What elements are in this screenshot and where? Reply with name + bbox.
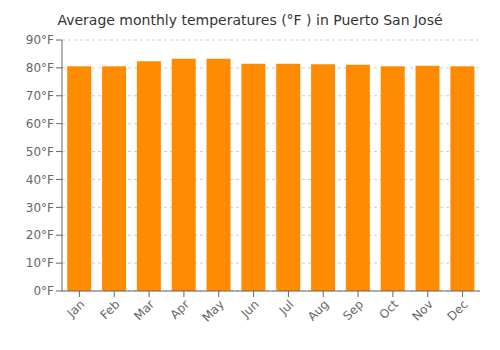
svg-text:20°F: 20°F	[26, 228, 54, 242]
svg-text:0°F: 0°F	[33, 284, 54, 298]
svg-text:50°F: 50°F	[26, 145, 54, 159]
svg-text:80°F: 80°F	[26, 61, 54, 75]
svg-text:Apr: Apr	[167, 297, 192, 322]
svg-text:Dec: Dec	[444, 297, 470, 323]
svg-text:Jan: Jan	[64, 297, 88, 321]
svg-text:90°F: 90°F	[26, 33, 54, 47]
html-text:Average monthly temperatures (: Average monthly temperatures (°F ) in Pu…	[57, 12, 443, 28]
svg-text:Nov: Nov	[409, 297, 435, 323]
svg-text:Jul: Jul	[276, 297, 297, 318]
svg-text:Jun: Jun	[238, 297, 262, 321]
svg-text:May: May	[199, 297, 226, 324]
svg-text:Sep: Sep	[340, 297, 366, 323]
svg-text:60°F: 60°F	[26, 117, 54, 131]
svg-text:Feb: Feb	[97, 297, 122, 322]
svg-text:40°F: 40°F	[26, 173, 54, 187]
svg-text:Oct: Oct	[376, 297, 401, 322]
svg-text:Aug: Aug	[305, 297, 331, 323]
svg-text:30°F: 30°F	[26, 201, 54, 215]
svg-text:70°F: 70°F	[26, 89, 54, 103]
svg-text:Mar: Mar	[131, 297, 157, 323]
svg-text:10°F: 10°F	[26, 256, 54, 270]
